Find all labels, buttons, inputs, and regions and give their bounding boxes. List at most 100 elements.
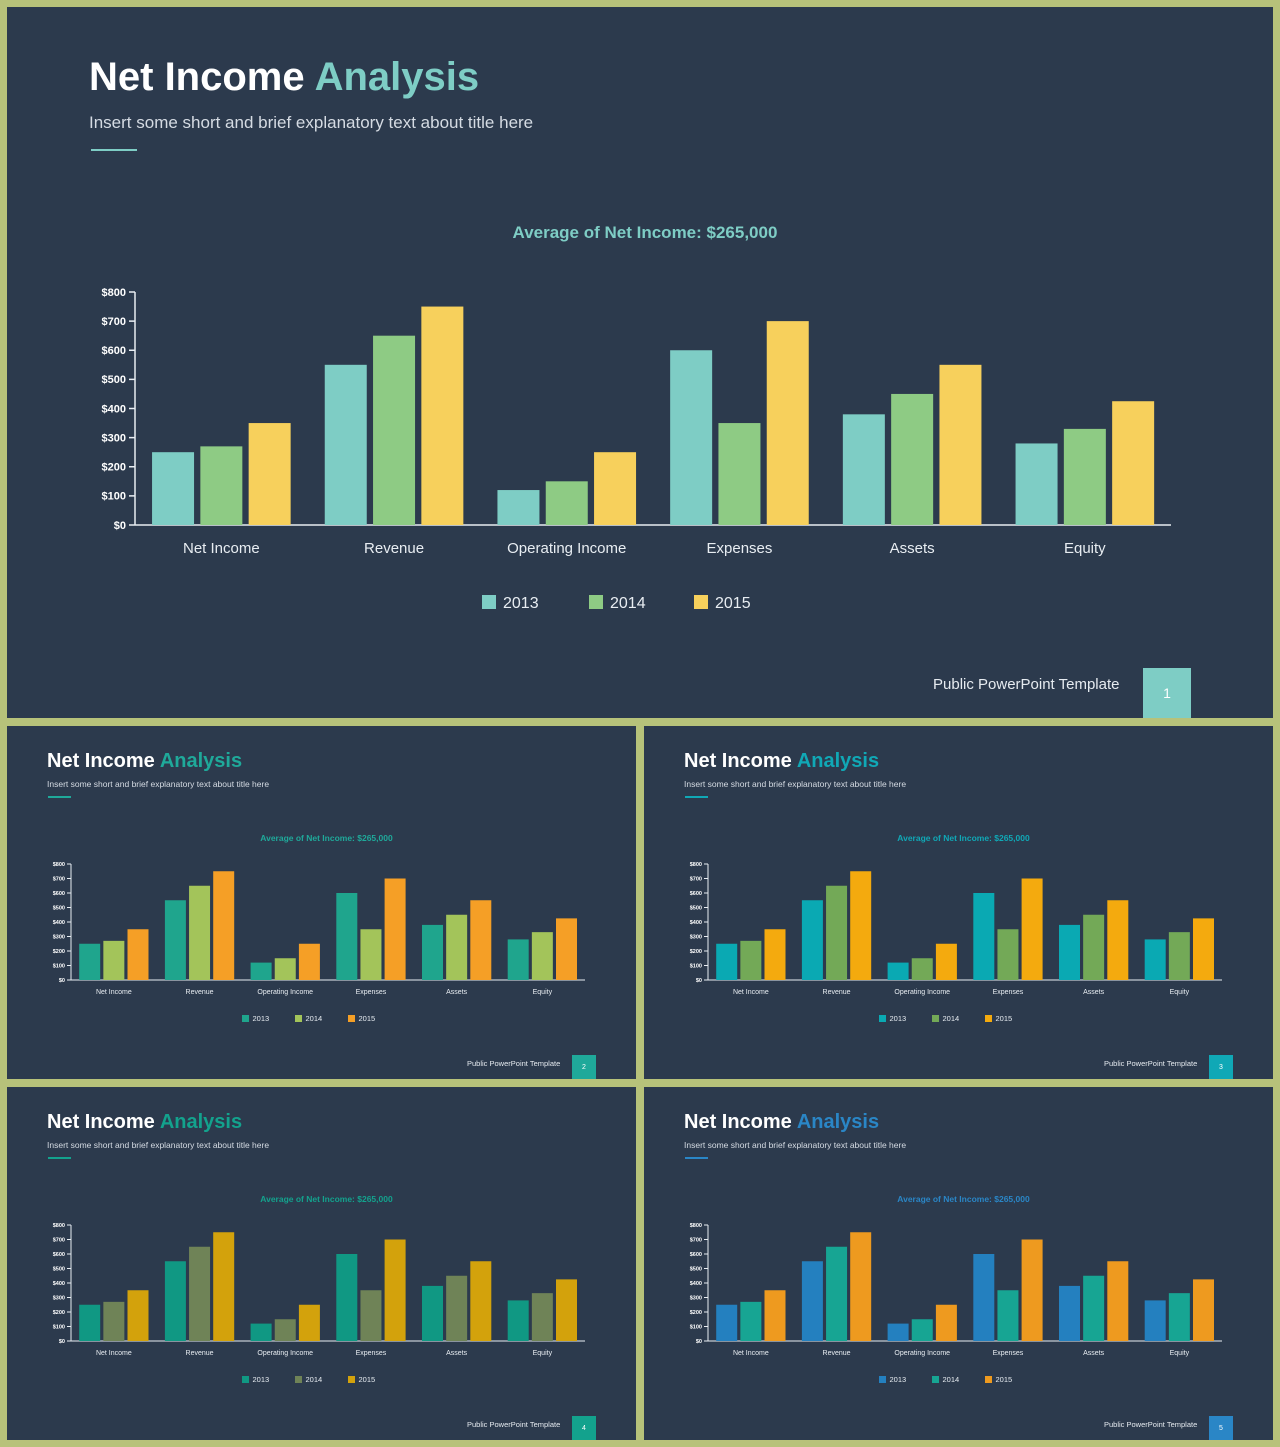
bar [213,871,235,980]
title-underline [48,796,71,798]
bar [1144,1300,1166,1341]
category-label: Revenue [823,989,851,996]
slide-subtitle: Insert some short and brief explanatory … [47,779,270,789]
bar [850,1232,872,1341]
legend-swatch [932,1015,939,1022]
bar [556,918,577,980]
title-underline [685,1157,708,1159]
legend-label: 2014 [306,1375,323,1384]
legend-swatch [242,1376,249,1383]
y-tick-label: $800 [53,1223,65,1229]
slide-title: Net Income Analysis [684,1111,879,1134]
page-number: 2 [572,1055,596,1079]
y-tick-label: $200 [690,1310,702,1316]
bar [103,940,125,980]
bar [887,962,909,980]
bar [189,1246,211,1341]
category-label: Operating Income [507,540,626,557]
y-tick-label: $300 [102,432,126,444]
bar [973,1254,995,1341]
bar [1144,939,1166,980]
slide-subtitle: Insert some short and brief explanatory … [684,779,907,789]
y-tick-label: $100 [690,963,702,969]
footer-text: Public PowerPoint Template [467,1059,561,1068]
bar [801,1261,823,1341]
legend-swatch [694,595,708,609]
category-label: Equity [1170,989,1190,996]
y-tick-label: $300 [690,1295,702,1301]
slide-5[interactable]: Net Income Analysis Insert some short and… [644,1087,1273,1440]
y-tick-label: $600 [102,345,126,357]
category-label: Net Income [733,989,769,996]
category-label: Expenses [707,540,773,557]
footer-text: Public PowerPoint Template [467,1420,561,1429]
chart-title: Average of Net Income: $265,000 [897,1194,1030,1204]
bar-chart: Average of Net Income: $265,000 $0 $100 $20… [53,833,585,1023]
y-tick-label: $500 [102,374,126,386]
slide-subtitle: Insert some short and brief explanatory … [684,1140,907,1150]
category-label: Revenue [364,540,424,557]
legend-swatch [932,1376,939,1383]
title-underline [685,796,708,798]
legend-swatch [348,1015,355,1022]
category-label: Operating Income [257,989,313,996]
bar [507,939,529,980]
legend-swatch [985,1015,992,1022]
bar [842,414,885,525]
category-label: Net Income [183,540,260,557]
slide-3[interactable]: Net Income Analysis Insert some short and… [644,726,1273,1079]
bar [79,1304,101,1341]
category-label: Net Income [96,1350,132,1357]
bar [164,1261,186,1341]
bar [384,1239,406,1341]
slide-title: Net Income Analysis [89,55,479,100]
page-number: 1 [1143,668,1191,718]
bar [189,885,211,980]
bar [274,958,296,980]
y-tick-label: $100 [53,963,65,969]
bar [1083,1275,1105,1341]
category-label: Revenue [186,1350,214,1357]
category-label: Expenses [356,1350,387,1357]
y-tick-label: $200 [53,949,65,955]
bar [200,446,243,525]
y-tick-label: $700 [53,876,65,882]
legend-label: 2013 [890,1375,907,1384]
bar [1083,914,1105,980]
bar [103,1301,125,1341]
y-tick-label: $700 [690,876,702,882]
y-tick-label: $0 [114,520,126,532]
legend-swatch [295,1015,302,1022]
title-main: Net Income [47,1111,155,1133]
slide-2[interactable]: Net Income Analysis Insert some short and… [7,726,636,1079]
bar [935,1304,957,1341]
bar [997,1290,1019,1341]
slide-title: Net Income Analysis [47,750,242,773]
bar [766,321,809,525]
legend-label: 2015 [359,1014,376,1023]
page-number: 3 [1209,1055,1233,1079]
slide-subtitle: Insert some short and brief explanatory … [47,1140,270,1150]
bar [373,335,416,525]
legend-swatch [879,1376,886,1383]
bar [1059,924,1080,980]
bar [360,929,382,980]
slide-1[interactable]: Net Income Analysis Insert some short and… [7,7,1273,718]
bar [336,893,358,980]
bar [421,306,464,525]
bar [507,1300,529,1341]
bar [594,452,637,525]
bar [250,1323,272,1341]
y-tick-label: $200 [53,1310,65,1316]
bar [939,364,982,525]
category-label: Net Income [733,1350,769,1357]
bar [740,1301,762,1341]
bar [213,1232,235,1341]
y-tick-label: $700 [102,316,126,328]
y-tick-label: $400 [53,1281,65,1287]
bar [911,1319,933,1341]
bar [850,871,872,980]
slide-4[interactable]: Net Income Analysis Insert some short and… [7,1087,636,1440]
bar [740,940,762,980]
footer-text: Public PowerPoint Template [1104,1059,1198,1068]
